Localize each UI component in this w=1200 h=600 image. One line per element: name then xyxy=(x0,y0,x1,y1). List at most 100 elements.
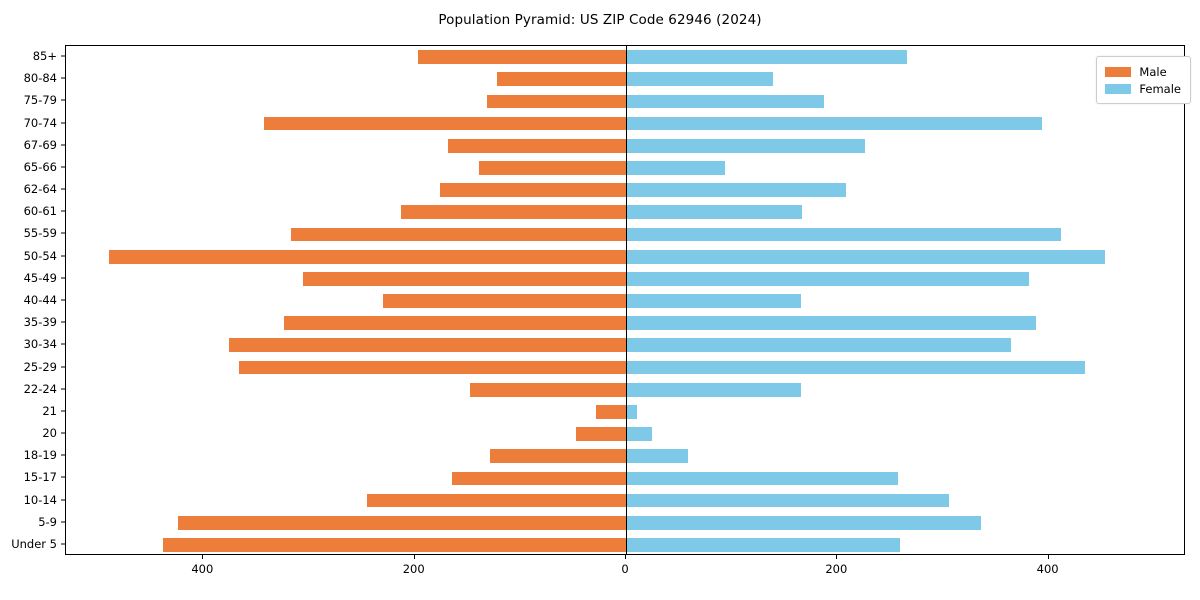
x-axis-tick-mark xyxy=(836,555,838,559)
chart-legend[interactable]: Male Female xyxy=(1096,56,1191,104)
bar-female[interactable] xyxy=(626,471,898,486)
y-axis-tick-label: 15-17 xyxy=(23,470,57,485)
bar-row xyxy=(66,72,1184,87)
bar-female[interactable] xyxy=(626,449,689,464)
y-axis-tick-label: Under 5 xyxy=(11,536,57,551)
bar-row xyxy=(66,493,1184,508)
bar-male[interactable] xyxy=(302,271,626,286)
bar-male[interactable] xyxy=(239,360,626,375)
bar-row xyxy=(66,116,1184,131)
y-axis-tick-label: 20 xyxy=(42,426,57,441)
y-axis-tick-label: 67-69 xyxy=(23,137,57,152)
y-axis-tick-label: 30-34 xyxy=(23,337,57,352)
bar-male[interactable] xyxy=(263,116,626,131)
bar-female[interactable] xyxy=(626,183,846,197)
bar-male[interactable] xyxy=(440,183,626,197)
bar-female[interactable] xyxy=(626,50,908,64)
bar-female[interactable] xyxy=(626,138,865,153)
bar-female[interactable] xyxy=(626,427,653,441)
bar-female[interactable] xyxy=(626,338,1011,353)
x-axis-tick-label: 400 xyxy=(1036,562,1059,576)
bar-male[interactable] xyxy=(479,161,626,175)
bar-male[interactable] xyxy=(497,72,626,87)
bar-row xyxy=(66,360,1184,375)
bar-male[interactable] xyxy=(283,316,626,331)
bar-male[interactable] xyxy=(367,493,626,508)
bar-female[interactable] xyxy=(626,538,900,552)
bar-female[interactable] xyxy=(626,515,982,530)
bar-female[interactable] xyxy=(626,227,1062,242)
y-axis-tick-mark xyxy=(61,366,65,368)
bar-male[interactable] xyxy=(448,138,626,153)
bar-row xyxy=(66,338,1184,353)
y-axis-tick-mark xyxy=(61,232,65,234)
y-axis-tick-label: 65-66 xyxy=(23,159,57,174)
legend-swatch-female-icon xyxy=(1105,83,1132,94)
bar-female[interactable] xyxy=(626,493,950,508)
bar-row xyxy=(66,427,1184,441)
y-axis-tick-label: 25-29 xyxy=(23,359,57,374)
y-axis-tick-label: 70-74 xyxy=(23,115,57,130)
bar-male[interactable] xyxy=(400,205,626,220)
y-axis-tick-label: 80-84 xyxy=(23,71,57,86)
bar-female[interactable] xyxy=(626,72,773,87)
bar-male[interactable] xyxy=(451,471,626,486)
bar-row xyxy=(66,227,1184,242)
bar-row xyxy=(66,271,1184,286)
y-axis-tick-label: 85+ xyxy=(32,49,57,64)
bar-female[interactable] xyxy=(626,316,1036,331)
bar-male[interactable] xyxy=(163,538,626,552)
y-axis-tick-mark xyxy=(61,55,65,57)
bar-male[interactable] xyxy=(109,249,626,264)
y-axis-tick-mark xyxy=(61,210,65,212)
y-axis-tick-label: 35-39 xyxy=(23,315,57,330)
bar-male[interactable] xyxy=(228,338,626,353)
y-axis-tick-mark xyxy=(61,454,65,456)
y-axis-tick-mark xyxy=(61,432,65,434)
y-axis-tick-mark xyxy=(61,188,65,190)
bar-male[interactable] xyxy=(486,94,626,109)
bar-row xyxy=(66,94,1184,109)
y-axis-tick-mark xyxy=(61,99,65,101)
bar-female[interactable] xyxy=(626,249,1105,264)
bar-female[interactable] xyxy=(626,116,1043,131)
bar-female[interactable] xyxy=(626,161,726,175)
y-axis-tick-mark xyxy=(61,321,65,323)
bar-row xyxy=(66,471,1184,486)
bar-male[interactable] xyxy=(417,50,626,64)
legend-label-female: Female xyxy=(1139,81,1181,96)
bar-male[interactable] xyxy=(576,427,626,441)
bar-female[interactable] xyxy=(626,271,1029,286)
bar-row xyxy=(66,183,1184,197)
bar-male[interactable] xyxy=(291,227,626,242)
legend-swatch-male-icon xyxy=(1105,66,1132,77)
y-axis-tick-mark xyxy=(61,476,65,478)
y-axis-tick-label: 21 xyxy=(42,403,57,418)
y-axis-tick-label: 22-24 xyxy=(23,381,57,396)
y-axis-tick-mark xyxy=(61,543,65,545)
y-axis-tick-mark xyxy=(61,299,65,301)
x-axis-tick-label: 200 xyxy=(402,562,425,576)
bar-row xyxy=(66,538,1184,552)
bar-female[interactable] xyxy=(626,94,824,109)
bar-male[interactable] xyxy=(382,294,626,308)
bar-row xyxy=(66,205,1184,220)
y-axis-tick-mark xyxy=(61,255,65,257)
bar-male[interactable] xyxy=(596,404,626,419)
bar-female[interactable] xyxy=(626,404,637,419)
bar-male[interactable] xyxy=(469,382,626,397)
bar-female[interactable] xyxy=(626,294,802,308)
bar-female[interactable] xyxy=(626,205,803,220)
y-axis-tick-label: 55-59 xyxy=(23,226,57,241)
bar-row xyxy=(66,382,1184,397)
bar-male[interactable] xyxy=(489,449,626,464)
y-axis-tick-label: 10-14 xyxy=(23,492,57,507)
y-axis-tick-label: 45-49 xyxy=(23,270,57,285)
y-axis-tick-mark xyxy=(61,410,65,412)
bar-male[interactable] xyxy=(178,515,626,530)
bar-female[interactable] xyxy=(626,382,802,397)
chart-title: Population Pyramid: US ZIP Code 62946 (2… xyxy=(438,12,762,28)
bar-female[interactable] xyxy=(626,360,1085,375)
y-axis-tick-label: 75-79 xyxy=(23,93,57,108)
